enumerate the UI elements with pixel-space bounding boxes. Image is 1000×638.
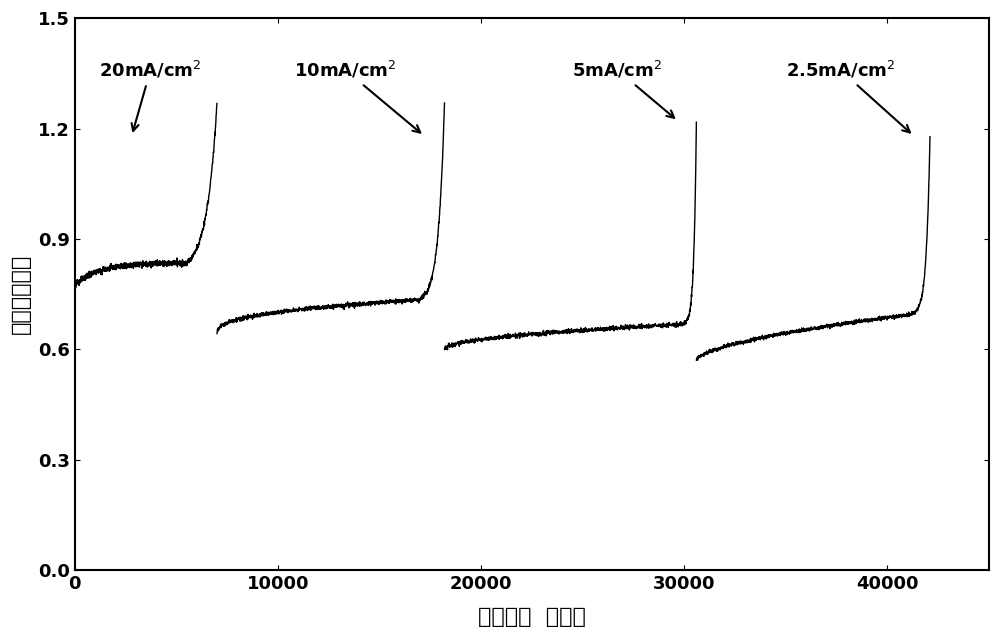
Text: 10mA/cm$^2$: 10mA/cm$^2$ [294,59,420,133]
Text: 5mA/cm$^2$: 5mA/cm$^2$ [572,59,674,118]
Text: 20mA/cm$^2$: 20mA/cm$^2$ [99,59,202,131]
Text: 2.5mA/cm$^2$: 2.5mA/cm$^2$ [786,59,910,133]
Y-axis label: 电压（伏特）: 电压（伏特） [11,254,31,334]
X-axis label: 电解时间  （秒）: 电解时间 （秒） [478,607,586,627]
